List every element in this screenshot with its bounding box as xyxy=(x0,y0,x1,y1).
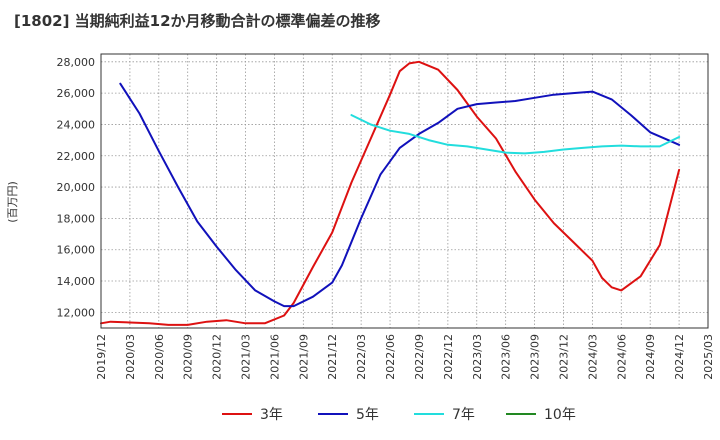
x-tick-label: 2023/09 xyxy=(529,334,542,380)
legend-label-1: 5年 xyxy=(356,407,379,423)
x-tick-label: 2023/03 xyxy=(471,334,484,380)
x-tick-label: 2023/12 xyxy=(557,334,570,380)
legend: 3年 5年 7年 10年 xyxy=(222,407,576,423)
series-lines xyxy=(100,60,681,326)
y-tick-label: 12,000 xyxy=(57,306,96,319)
x-tick-label: 2023/06 xyxy=(500,334,513,380)
chart-title: [1802] 当期純利益12か月移動合計の標準偏差の推移 xyxy=(14,12,381,30)
y-tick-label: 28,000 xyxy=(57,56,96,69)
x-tick-label: 2022/03 xyxy=(355,334,368,380)
x-tick-label: 2020/03 xyxy=(124,334,137,380)
y-axis-label: (百万円) xyxy=(6,181,19,223)
x-tick-label: 2021/06 xyxy=(268,334,281,380)
x-tick-label: 2024/03 xyxy=(586,334,599,380)
series-line-1 xyxy=(119,82,681,308)
x-axis-ticks: 2019/12 2020/03 2020/06 2020/09 2020/12 2021/… xyxy=(95,334,715,380)
x-tick-label: 2020/09 xyxy=(182,334,195,380)
y-axis-ticks: 12,000 14,000 16,000 18,000 20,000 22,000 24,0… xyxy=(57,56,96,320)
x-tick-label: 2021/09 xyxy=(297,334,310,380)
y-tick-label: 14,000 xyxy=(57,275,96,288)
y-tick-label: 16,000 xyxy=(57,244,96,257)
plot-frame xyxy=(100,53,709,329)
legend-label-2: 7年 xyxy=(452,407,475,423)
x-tick-label: 2022/09 xyxy=(413,334,426,380)
plot-background xyxy=(101,54,708,328)
legend-label-0: 3年 xyxy=(260,407,283,423)
x-tick-label: 2020/06 xyxy=(153,334,166,380)
x-tick-label: 2021/03 xyxy=(240,334,253,380)
series-line-0 xyxy=(100,60,681,326)
y-tick-label: 18,000 xyxy=(57,212,96,225)
x-tick-label: 2022/06 xyxy=(384,334,397,380)
x-tick-label: 2020/12 xyxy=(211,334,224,380)
x-tick-label: 2025/03 xyxy=(702,334,715,380)
y-tick-label: 24,000 xyxy=(57,118,96,131)
x-tick-label: 2021/12 xyxy=(326,334,339,380)
x-tick-label: 2024/09 xyxy=(644,334,657,380)
y-tick-label: 22,000 xyxy=(57,150,96,163)
x-tick-label: 2024/12 xyxy=(673,334,686,380)
series-line-2 xyxy=(350,114,681,155)
y-tick-label: 20,000 xyxy=(57,181,96,194)
x-tick-label: 2019/12 xyxy=(95,334,108,380)
x-tick-label: 2024/06 xyxy=(615,334,628,380)
y-tick-label: 26,000 xyxy=(57,87,96,100)
x-tick-label: 2022/12 xyxy=(442,334,455,380)
legend-label-3: 10年 xyxy=(544,407,576,423)
